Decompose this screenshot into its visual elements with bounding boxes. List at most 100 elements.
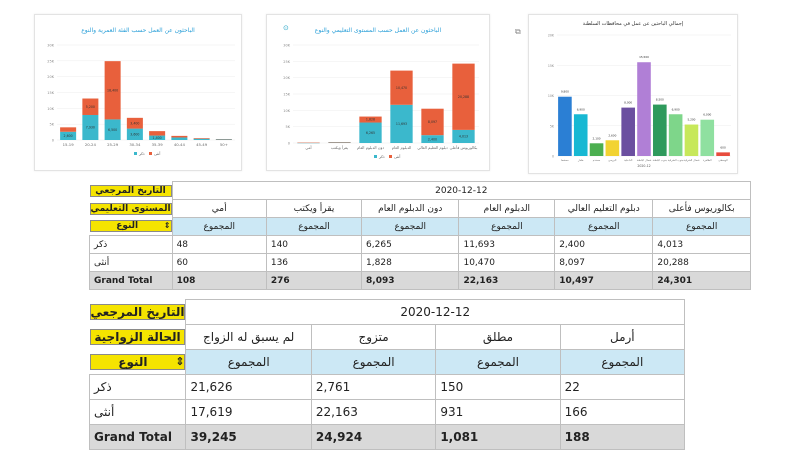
- x-tick-label: شمال الباطنة: [637, 159, 652, 162]
- data-label: 8,500: [656, 98, 664, 102]
- y-tick-label: 30K: [283, 44, 290, 48]
- legend-swatch-female: [389, 155, 392, 158]
- data-label: 6,500: [108, 128, 117, 132]
- ref-date-label: التاريخ المرجعي: [89, 304, 186, 320]
- y-tick-label: 25K: [47, 59, 54, 63]
- cell: 188: [559, 424, 686, 450]
- y-tick-label: 25K: [283, 60, 290, 64]
- col-header-bachelor[interactable]: بكالوريوس فأعلى: [652, 199, 751, 218]
- bar-segment: [171, 137, 188, 140]
- col-header-married[interactable]: متزوج: [310, 324, 437, 350]
- x-tick-label: يقرأ ويكتب: [331, 145, 348, 150]
- grand-total-row: Grand Total 39,245 24,924 1,081 188: [88, 424, 686, 450]
- y-tick-label: 30K: [47, 44, 54, 48]
- sort-icon[interactable]: ⇕: [163, 221, 171, 231]
- data-label: 11,693: [396, 122, 407, 126]
- legend-label-male: ذكر: [138, 151, 145, 156]
- total-subheader: المجموع: [559, 349, 686, 375]
- data-label: 1,400: [153, 136, 162, 140]
- education-gender-chart-title: الباحثون عن العمل حسب المستوى التعليمي و…: [314, 27, 442, 34]
- gender-filter[interactable]: ⇕ النوع: [89, 220, 172, 233]
- col-header-widowed[interactable]: أرمل: [559, 324, 686, 350]
- x-tick-label: دون الدبلوم العام: [357, 145, 384, 150]
- cell: 10,497: [554, 271, 654, 290]
- bar-segment: [390, 70, 413, 105]
- total-subheader: المجموع: [171, 217, 267, 236]
- bar-segment: [359, 116, 382, 123]
- cell: 10,470: [458, 253, 556, 272]
- bar-segment: [82, 98, 99, 115]
- bar: [653, 104, 667, 156]
- cell: 276: [265, 271, 363, 290]
- data-label: 3,400: [130, 121, 139, 125]
- total-subheader: المجموع: [310, 349, 437, 375]
- bar: [605, 140, 620, 156]
- bar-segment: [149, 135, 166, 140]
- marital-table: التاريخ المرجعي 2020-12-12 الحالة الزواج…: [88, 299, 686, 450]
- gender-label: النوع: [118, 354, 148, 369]
- y-tick-label: 10K: [548, 94, 555, 98]
- data-label: 2,100: [593, 136, 601, 140]
- bar: [716, 152, 730, 156]
- total-subheader: المجموع: [652, 217, 751, 236]
- data-label: 9,800: [561, 90, 569, 94]
- cell: 931: [435, 399, 561, 425]
- total-subheader: المجموع: [185, 349, 312, 375]
- edu-level-label: المستوى التعليمي: [89, 202, 172, 215]
- col-header-read-write[interactable]: يقرأ ويكتب: [265, 199, 363, 218]
- y-tick-label: 0: [52, 139, 54, 143]
- cell: 20,288: [652, 253, 751, 272]
- y-tick-label: 5K: [550, 124, 555, 128]
- data-label: 6,900: [577, 107, 585, 111]
- data-label: 6,265: [366, 131, 375, 135]
- governorate-chart: 0 5K 10K 15K 20K 9,800 مسقط 6,900 ظفار 2,100 مسندم…: [548, 34, 731, 168]
- row-label-female: أنثى: [89, 253, 173, 272]
- x-tick-label: شمال الشرقية: [684, 159, 700, 162]
- row-label-male: ذكر: [88, 374, 187, 400]
- sort-icon[interactable]: ⇕: [175, 354, 185, 368]
- data-label: 6,900: [672, 107, 680, 111]
- y-tick-label: 5K: [49, 123, 54, 127]
- cell: 24,924: [310, 424, 437, 450]
- export-icon[interactable]: ⧉: [515, 27, 521, 36]
- bar-segment: [149, 131, 166, 136]
- bar: [684, 124, 699, 156]
- ref-date-label: التاريخ المرجعي: [89, 184, 172, 197]
- info-icon[interactable]: ⊙: [283, 24, 289, 32]
- grand-total-label: Grand Total: [88, 424, 187, 450]
- y-tick-label: 15K: [283, 93, 290, 97]
- data-label: 18,400: [107, 88, 118, 92]
- cell: 21,626: [185, 374, 312, 400]
- ref-date-value: 2020-12-12: [171, 181, 752, 200]
- y-tick-label: 20K: [283, 76, 290, 80]
- data-label: 10,470: [396, 86, 407, 90]
- col-header-general-diploma[interactable]: الدبلوم العام: [458, 199, 556, 218]
- bar: [700, 119, 715, 156]
- cell: 2,400: [554, 235, 654, 254]
- cell: 11,693: [458, 235, 556, 254]
- gender-filter[interactable]: ⇕ النوع: [89, 353, 186, 370]
- col-header-divorced[interactable]: مطلق: [435, 324, 561, 350]
- x-tick-label: 15-19: [63, 142, 75, 147]
- bar: [621, 107, 635, 156]
- cell: 8,097: [554, 253, 654, 272]
- cell: 136: [265, 253, 363, 272]
- col-header-never-married[interactable]: لم يسبق له الزواج: [185, 324, 312, 350]
- cell: 1,081: [435, 424, 561, 450]
- bar-segment: [126, 128, 143, 140]
- table-row: ذكر 21,626 2,761 150 22: [88, 374, 686, 400]
- x-axis-label: 2020-12: [637, 164, 650, 168]
- y-tick-label: 20K: [548, 34, 555, 38]
- total-subheader: المجموع: [554, 217, 654, 236]
- y-tick-label: 10K: [283, 109, 290, 113]
- x-tick-label: 30-34: [129, 142, 141, 147]
- col-header-illiterate[interactable]: أمي: [171, 199, 267, 218]
- legend-swatch-male: [374, 155, 377, 158]
- col-header-below-diploma[interactable]: دون الدبلوم العام: [361, 199, 460, 218]
- data-label: 2,600: [64, 134, 73, 138]
- bar-segment: [193, 138, 210, 140]
- y-tick-label: 15K: [548, 64, 555, 68]
- table-row: أنثى 17,619 22,163 931 166: [88, 399, 686, 425]
- bar: [589, 143, 604, 156]
- col-header-higher-diploma[interactable]: دبلوم التعليم العالي: [554, 199, 654, 218]
